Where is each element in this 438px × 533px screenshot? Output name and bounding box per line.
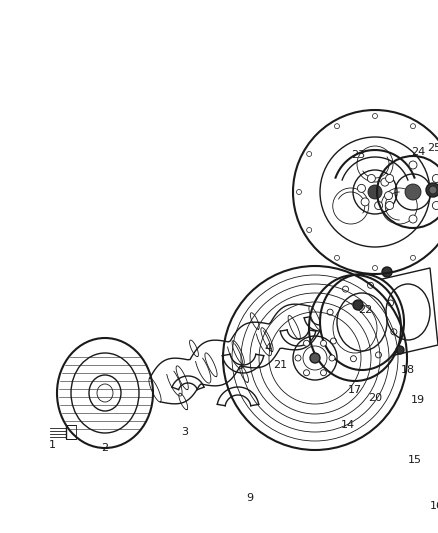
Text: 17: 17 bbox=[348, 385, 362, 395]
Circle shape bbox=[391, 329, 397, 335]
Circle shape bbox=[357, 184, 365, 192]
Ellipse shape bbox=[310, 353, 320, 363]
Text: 15: 15 bbox=[408, 455, 422, 465]
Circle shape bbox=[353, 300, 363, 310]
Text: 19: 19 bbox=[411, 395, 425, 405]
Ellipse shape bbox=[368, 185, 382, 199]
Circle shape bbox=[321, 340, 326, 346]
Circle shape bbox=[327, 309, 333, 315]
Text: 9: 9 bbox=[247, 493, 254, 503]
Text: 2: 2 bbox=[102, 443, 109, 453]
Text: 3: 3 bbox=[181, 427, 188, 437]
Circle shape bbox=[295, 355, 301, 361]
Text: 23: 23 bbox=[351, 150, 365, 160]
Circle shape bbox=[304, 370, 310, 376]
Circle shape bbox=[361, 198, 369, 206]
Circle shape bbox=[382, 267, 392, 277]
Circle shape bbox=[374, 201, 383, 209]
Circle shape bbox=[321, 370, 326, 376]
Circle shape bbox=[367, 282, 374, 288]
Text: 21: 21 bbox=[273, 360, 287, 370]
Text: 22: 22 bbox=[358, 305, 372, 315]
Text: 24: 24 bbox=[411, 147, 425, 157]
Ellipse shape bbox=[405, 184, 421, 200]
Circle shape bbox=[432, 201, 438, 209]
Circle shape bbox=[304, 340, 310, 346]
Circle shape bbox=[432, 174, 438, 182]
Circle shape bbox=[343, 286, 349, 292]
Circle shape bbox=[426, 183, 438, 197]
Text: 16: 16 bbox=[430, 501, 438, 511]
Circle shape bbox=[350, 356, 357, 362]
Text: 14: 14 bbox=[341, 420, 355, 430]
Circle shape bbox=[409, 215, 417, 223]
Text: 20: 20 bbox=[368, 393, 382, 403]
Circle shape bbox=[375, 352, 381, 358]
Circle shape bbox=[396, 346, 404, 354]
Text: 1: 1 bbox=[49, 440, 56, 450]
Circle shape bbox=[409, 161, 417, 169]
Ellipse shape bbox=[320, 274, 404, 370]
Circle shape bbox=[367, 174, 375, 182]
Circle shape bbox=[330, 338, 336, 344]
Text: 4: 4 bbox=[265, 343, 272, 353]
Circle shape bbox=[385, 201, 394, 209]
Bar bbox=[66, 425, 76, 439]
Circle shape bbox=[385, 192, 392, 200]
Circle shape bbox=[381, 178, 389, 186]
Circle shape bbox=[329, 355, 335, 361]
Circle shape bbox=[385, 174, 394, 182]
Circle shape bbox=[388, 300, 394, 306]
Text: 25: 25 bbox=[427, 143, 438, 153]
Text: 18: 18 bbox=[401, 365, 415, 375]
Circle shape bbox=[429, 186, 437, 194]
